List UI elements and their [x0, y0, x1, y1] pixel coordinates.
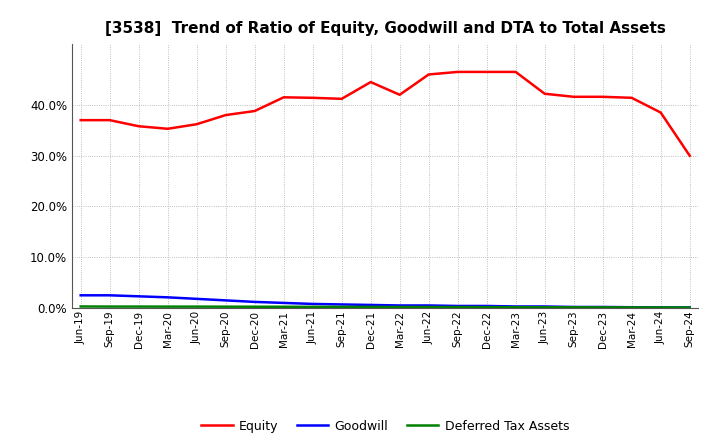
Equity — [627, 95, 636, 100]
Deferred Tax Assets — [163, 304, 172, 309]
Equity — [685, 153, 694, 158]
Equity — [279, 95, 288, 100]
Equity — [511, 69, 520, 74]
Equity — [192, 121, 201, 127]
Deferred Tax Assets — [424, 304, 433, 310]
Equity — [395, 92, 404, 97]
Equity — [105, 117, 114, 123]
Deferred Tax Assets — [511, 304, 520, 310]
Goodwill — [511, 304, 520, 309]
Equity — [454, 69, 462, 74]
Line: Deferred Tax Assets: Deferred Tax Assets — [81, 307, 690, 308]
Goodwill — [395, 303, 404, 308]
Line: Goodwill: Goodwill — [81, 295, 690, 308]
Deferred Tax Assets — [308, 304, 317, 309]
Equity — [570, 94, 578, 99]
Equity — [308, 95, 317, 100]
Deferred Tax Assets — [627, 305, 636, 310]
Equity — [338, 96, 346, 102]
Goodwill — [105, 293, 114, 298]
Deferred Tax Assets — [570, 304, 578, 310]
Equity — [598, 94, 607, 99]
Equity — [424, 72, 433, 77]
Deferred Tax Assets — [338, 304, 346, 309]
Equity — [251, 108, 259, 114]
Deferred Tax Assets — [598, 304, 607, 310]
Goodwill — [76, 293, 85, 298]
Deferred Tax Assets — [366, 304, 375, 310]
Goodwill — [424, 303, 433, 308]
Equity — [657, 110, 665, 115]
Goodwill — [308, 301, 317, 307]
Equity — [163, 126, 172, 132]
Legend: Equity, Goodwill, Deferred Tax Assets: Equity, Goodwill, Deferred Tax Assets — [197, 414, 574, 437]
Goodwill — [541, 304, 549, 309]
Deferred Tax Assets — [76, 304, 85, 309]
Goodwill — [192, 296, 201, 301]
Deferred Tax Assets — [482, 304, 491, 310]
Deferred Tax Assets — [657, 305, 665, 310]
Deferred Tax Assets — [135, 304, 143, 309]
Goodwill — [482, 303, 491, 308]
Goodwill — [598, 304, 607, 310]
Deferred Tax Assets — [454, 304, 462, 310]
Deferred Tax Assets — [279, 304, 288, 309]
Deferred Tax Assets — [105, 304, 114, 309]
Equity — [482, 69, 491, 74]
Goodwill — [657, 305, 665, 310]
Goodwill — [338, 302, 346, 307]
Deferred Tax Assets — [395, 304, 404, 310]
Equity — [541, 91, 549, 96]
Goodwill — [685, 305, 694, 310]
Line: Equity: Equity — [81, 72, 690, 156]
Goodwill — [251, 299, 259, 304]
Goodwill — [454, 303, 462, 308]
Equity — [221, 113, 230, 118]
Goodwill — [366, 302, 375, 308]
Equity — [135, 124, 143, 129]
Goodwill — [221, 298, 230, 303]
Goodwill — [627, 304, 636, 310]
Deferred Tax Assets — [685, 305, 694, 310]
Goodwill — [570, 304, 578, 310]
Deferred Tax Assets — [221, 304, 230, 309]
Goodwill — [163, 295, 172, 300]
Goodwill — [135, 293, 143, 299]
Title: [3538]  Trend of Ratio of Equity, Goodwill and DTA to Total Assets: [3538] Trend of Ratio of Equity, Goodwil… — [105, 21, 665, 36]
Equity — [366, 80, 375, 85]
Deferred Tax Assets — [192, 304, 201, 309]
Goodwill — [279, 300, 288, 305]
Equity — [76, 117, 85, 123]
Deferred Tax Assets — [541, 304, 549, 310]
Deferred Tax Assets — [251, 304, 259, 309]
